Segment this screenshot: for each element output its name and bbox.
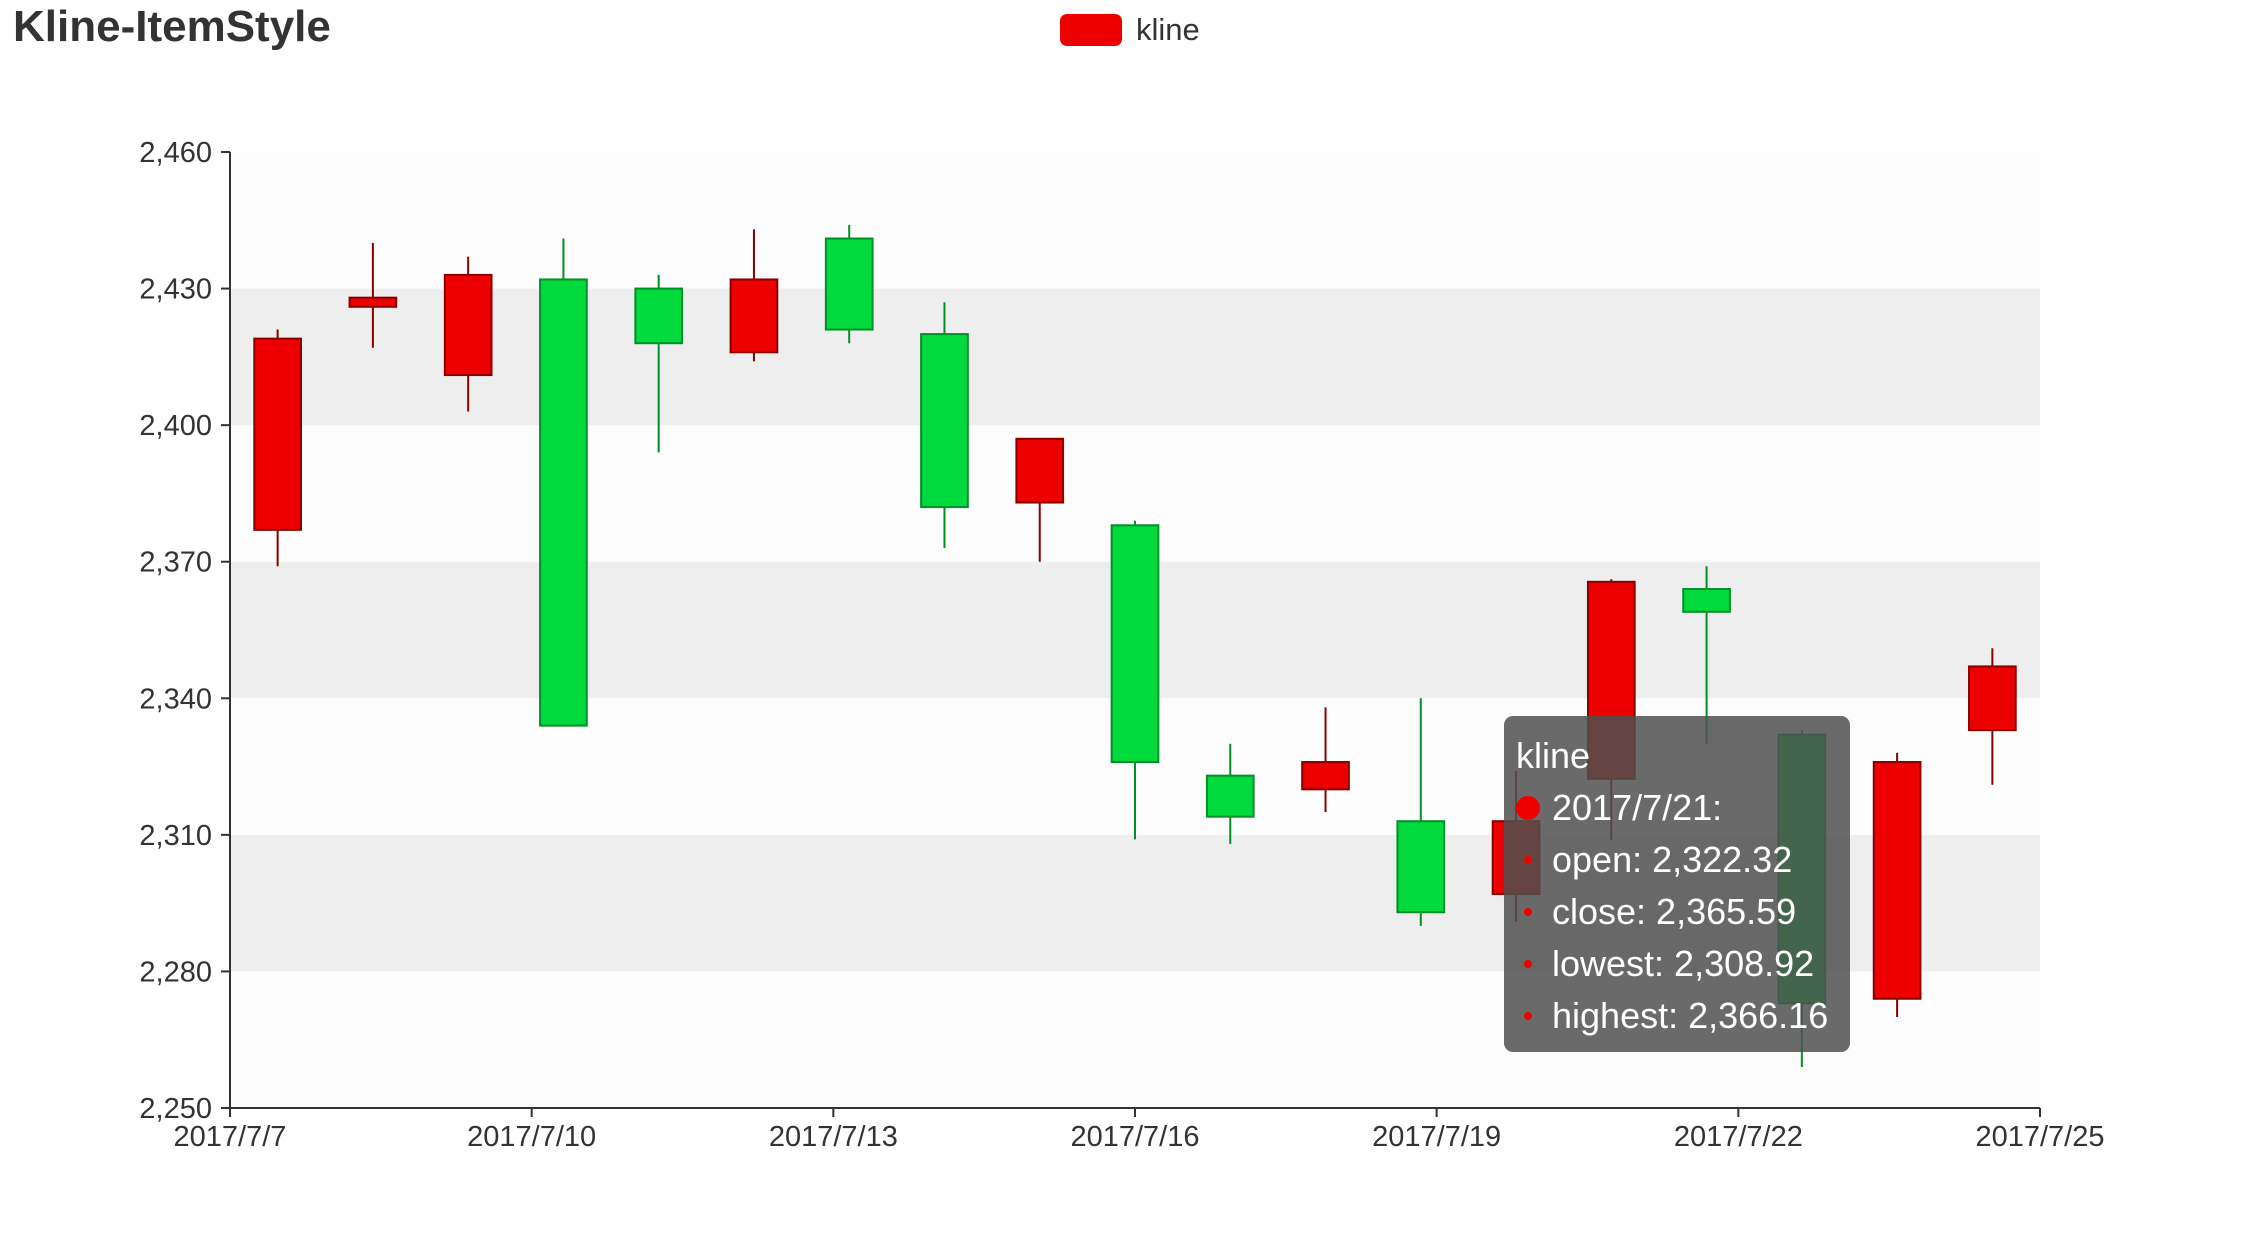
tooltip-row-open: open: 2,322.32: [1516, 834, 1838, 886]
candle-body: [348, 296, 398, 308]
y-tick-label: 2,310: [139, 820, 212, 852]
candle-body: [1682, 588, 1731, 613]
split-area-band: [230, 288, 2040, 426]
tooltip-date-row: 2017/7/21:: [1516, 782, 1838, 834]
tooltip-row-lowest: lowest: 2,308.92: [1516, 938, 1838, 990]
tooltip-highest: highest: 2,366.16: [1552, 995, 1829, 1036]
candle-body: [539, 278, 588, 727]
y-tick-label: 2,370: [139, 547, 212, 579]
x-tick-label: 2017/7/19: [1372, 1121, 1501, 1153]
tooltip-bullet: [1524, 960, 1532, 968]
candle-body: [253, 337, 302, 531]
tooltip-bullet: [1524, 856, 1532, 864]
tooltip: kline 2017/7/21: open: 2,322.32 close: 2…: [1504, 716, 1850, 1052]
x-tick-label: 2017/7/10: [467, 1121, 596, 1153]
tooltip-open: open: 2,322.32: [1552, 839, 1793, 880]
candle-body: [1015, 437, 1065, 504]
y-tick-label: 2,430: [139, 274, 212, 306]
x-tick-label: 2017/7/16: [1070, 1121, 1199, 1153]
candle[interactable]: [1396, 698, 1446, 926]
x-tick-label: 2017/7/22: [1674, 1121, 1803, 1153]
tooltip-close: close: 2,365.59: [1552, 891, 1797, 932]
legend-swatch: [1060, 14, 1122, 46]
x-axis: 2017/7/7 2017/7/10 2017/7/13 2017/7/16 2017/…: [174, 1107, 2105, 1153]
tooltip-series-marker: [1516, 796, 1540, 820]
candle[interactable]: [443, 256, 493, 412]
y-tick-label: 2,250: [139, 1093, 212, 1125]
tooltip-lowest: lowest: 2,308.92: [1552, 943, 1815, 984]
candle-body: [1205, 774, 1255, 818]
x-tick-label: 2017/7/13: [769, 1121, 898, 1153]
candle[interactable]: [634, 274, 684, 453]
candle[interactable]: [1205, 743, 1255, 844]
candle-body: [1110, 524, 1160, 764]
legend-label: kline: [1136, 12, 1200, 47]
tooltip-bullet: [1524, 1012, 1532, 1020]
candle[interactable]: [1110, 520, 1160, 840]
y-axis: 2,250 2,280 2,310 2,340 2,370 2,400 2,430 2,460: [139, 137, 231, 1125]
candle[interactable]: [1682, 566, 1731, 744]
candle-body: [1301, 761, 1350, 791]
candle-body: [920, 333, 969, 509]
tooltip-row-highest: highest: 2,366.16: [1516, 990, 1838, 1042]
tooltip-row-close: close: 2,365.59: [1516, 886, 1838, 938]
tooltip-bullet: [1524, 908, 1532, 916]
candle-body: [824, 237, 874, 331]
candle[interactable]: [920, 302, 969, 549]
y-tick-label: 2,400: [139, 410, 212, 442]
x-tick-label: 2017/7/25: [1975, 1121, 2104, 1153]
legend-item-kline[interactable]: kline: [1060, 10, 1200, 50]
split-area-band: [230, 152, 2040, 289]
candle-body: [1872, 761, 1922, 1000]
candle[interactable]: [253, 329, 302, 567]
candle-body: [443, 273, 493, 377]
candle-body: [634, 287, 684, 345]
candle-body: [1968, 665, 2017, 732]
candle[interactable]: [348, 243, 398, 348]
y-tick-label: 2,280: [139, 956, 212, 988]
x-tick-label: 2017/7/7: [174, 1121, 287, 1153]
candle[interactable]: [1301, 707, 1350, 813]
candle-body: [1396, 820, 1446, 914]
candle[interactable]: [1015, 437, 1065, 562]
chart-title: Kline-ItemStyle: [13, 2, 331, 51]
candle[interactable]: [1968, 648, 2017, 785]
tooltip-series-name: kline: [1516, 735, 1591, 776]
y-tick-label: 2,460: [139, 137, 212, 169]
candle[interactable]: [824, 224, 874, 344]
candle[interactable]: [539, 238, 588, 727]
tooltip-date: 2017/7/21:: [1552, 787, 1723, 828]
candle-body: [729, 278, 779, 354]
candle[interactable]: [1872, 752, 1922, 1017]
y-tick-label: 2,340: [139, 683, 212, 715]
candle[interactable]: [729, 229, 779, 362]
